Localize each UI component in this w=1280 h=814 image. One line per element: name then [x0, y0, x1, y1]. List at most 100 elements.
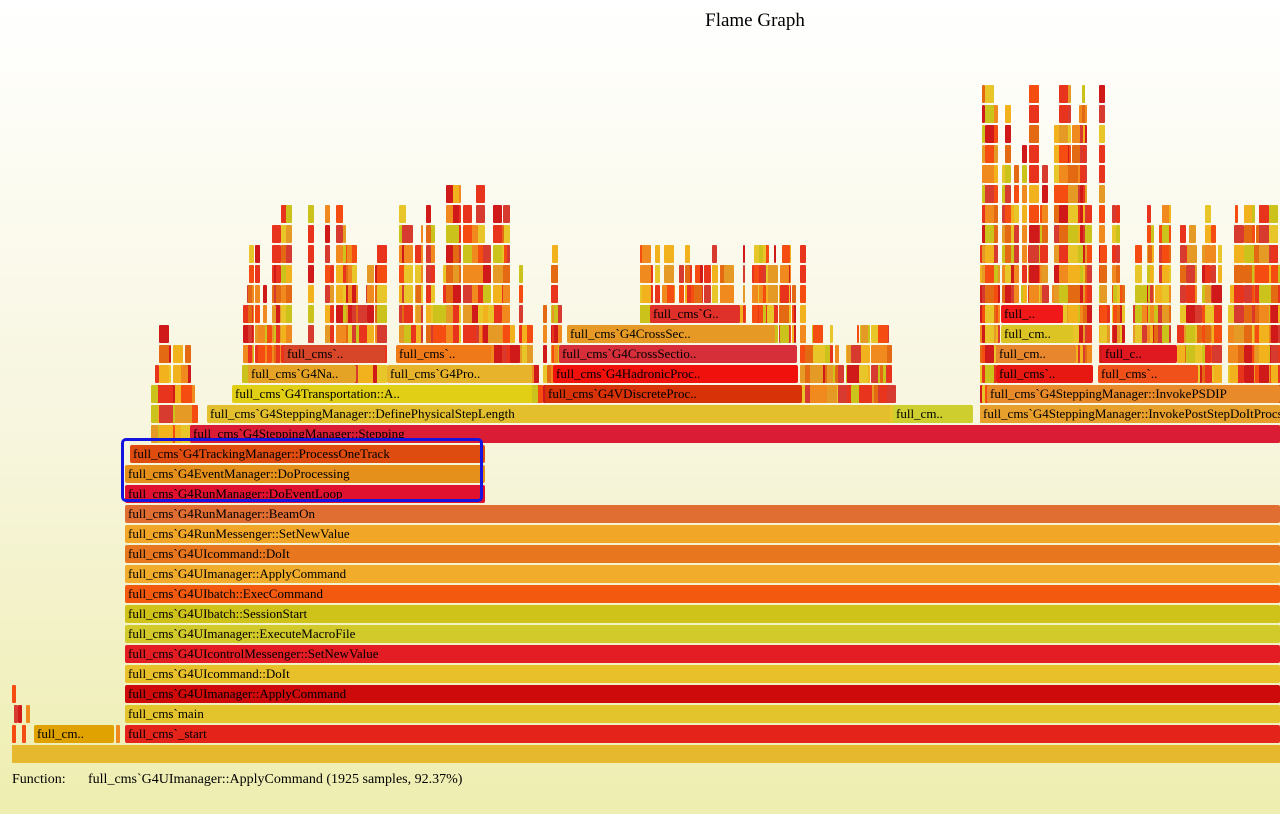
flame-frame[interactable]: full_cms`G4RunManager::DoEventLoop: [125, 485, 485, 503]
flame-sliver: [1042, 165, 1049, 183]
flame-sliver: [1116, 325, 1121, 343]
flame-frame[interactable]: full_cms`G4UIbatch::SessionStart: [125, 605, 1280, 623]
flame-sliver: [552, 245, 558, 263]
flame-sliver: [502, 265, 510, 283]
flame-sliver: [367, 265, 375, 283]
flame-graph[interactable]: full_cm.. full_cms`_start full_cms`main ful…: [0, 0, 1280, 770]
flame-frame[interactable]: full_cms`G4UIbatch::ExecCommand: [125, 585, 1280, 603]
flame-sliver: [758, 245, 763, 263]
flame-sliver: [981, 105, 985, 123]
flame-sliver: [1243, 205, 1252, 223]
flame-sliver: [376, 245, 387, 263]
flame-sliver: [1243, 305, 1252, 323]
flame-sliver: [1085, 265, 1092, 283]
flame-frame[interactable]: full_cms`G4CrossSectio..: [559, 345, 797, 363]
flame-sliver: [761, 265, 766, 283]
flame-frame[interactable]: full_cms`G4UIcommand::DoIt: [125, 545, 1280, 563]
flame-frame[interactable]: full_c..: [1102, 345, 1177, 363]
flame-frame[interactable]: full_cms`..: [1098, 365, 1198, 383]
flame-frame[interactable]: full_cms`G4UIcontrolMessenger::SetNewVal…: [125, 645, 1280, 663]
flame-frame[interactable]: full_cms`_start: [125, 725, 1280, 743]
flame-frame[interactable]: full_cms`G4Na..: [248, 365, 356, 383]
flame-sliver: [1270, 305, 1278, 323]
flame-sliver: [1270, 245, 1278, 263]
flame-sliver: [1059, 125, 1069, 143]
flame-frame[interactable]: full_cms`G4RunManager::BeamOn: [125, 505, 1280, 523]
flame-sliver: [257, 345, 265, 363]
flame-sliver: [1100, 285, 1108, 303]
flame-sliver: [1068, 325, 1078, 343]
flame-frame[interactable]: full_cms`G4UImanager::ApplyCommand: [125, 565, 1280, 583]
flame-sliver: [325, 225, 331, 243]
flame-sliver: [984, 185, 994, 203]
flame-sliver: [308, 245, 315, 263]
flame-sliver: [426, 325, 432, 343]
flame-sliver: [1278, 265, 1280, 283]
flame-sliver: [414, 265, 423, 283]
flame-frame[interactable]: full_cm..: [1001, 325, 1073, 343]
flame-sliver: [502, 205, 510, 223]
flame-sliver: [991, 225, 998, 243]
flame-sliver: [879, 385, 887, 403]
flame-frame[interactable]: full_cms`G4Pro..: [387, 365, 532, 383]
flame-sliver: [1270, 285, 1278, 303]
flame-frame[interactable]: full_cms`main: [125, 705, 1280, 723]
flame-sliver: [711, 285, 718, 303]
flame-sliver: [1151, 305, 1156, 323]
flame-sliver: [346, 325, 352, 343]
flame-sliver: [1067, 105, 1071, 123]
flame-sliver: [159, 405, 174, 423]
flame-frame[interactable]: full_cm..: [996, 345, 1076, 363]
flame-sliver: [850, 365, 861, 383]
flame-sliver: [462, 205, 472, 223]
flame-frame[interactable]: full_cms`G..: [650, 305, 740, 323]
flame-sliver: [432, 305, 443, 323]
flame-sliver: [420, 245, 423, 263]
flame-frame[interactable]: full_cms`G4SteppingManager::DefinePhysic…: [207, 405, 890, 423]
flame-frame[interactable]: full_cms`G4EventManager::DoProcessing: [125, 465, 485, 483]
flame-frame[interactable]: full_cm..: [34, 725, 114, 743]
flame-sliver: [500, 265, 504, 283]
flame-sliver: [1116, 285, 1121, 303]
flame-frame[interactable]: full_cms`G4UImanager::ExecuteMacroFile: [125, 625, 1280, 643]
flame-sliver: [879, 365, 883, 383]
flame-frame[interactable]: full_cms`G4RunMessenger::SetNewValue: [125, 525, 1280, 543]
flame-sliver: [1162, 265, 1171, 283]
flame-frame[interactable]: full_cms`G4SteppingManager::InvokePostSt…: [980, 405, 1280, 423]
flame-frame[interactable]: full_cms`G4VDiscreteProc..: [545, 385, 802, 403]
flame-sliver: [342, 325, 346, 343]
flame-sliver: [1179, 245, 1186, 263]
flame-sliver: [420, 225, 423, 243]
flame-frame[interactable]: full_..: [1001, 305, 1063, 323]
flame-sliver: [838, 385, 848, 403]
flame-frame[interactable]: full_cms`G4UImanager::ApplyCommand: [125, 685, 1280, 703]
flame-sliver: [1147, 245, 1152, 263]
flame-frame[interactable]: full_cm..: [893, 405, 973, 423]
flame-sliver: [551, 325, 554, 343]
flame-sliver: [1021, 145, 1027, 163]
flame-frame[interactable]: full_cms`G4HadronicProc..: [553, 365, 798, 383]
flame-sliver: [526, 325, 534, 343]
flame-sliver: [719, 265, 727, 283]
flame-sliver: [180, 425, 192, 443]
flame-frame[interactable]: full_cms`G4UIcommand::DoIt: [125, 665, 1280, 683]
flame-sliver: [492, 325, 502, 343]
flame-frame[interactable]: full_cms`G4TrackingManager::ProcessOneTr…: [130, 445, 485, 463]
flame-sliver: [1059, 285, 1069, 303]
flame-sliver: [1253, 245, 1259, 263]
flame-frame[interactable]: full_cms`G4SteppingManager::InvokePSDIP: [987, 385, 1280, 403]
flame-frame[interactable]: full_cms`..: [284, 345, 385, 363]
flame-frame[interactable]: full_cms`G4Transportation::A..: [232, 385, 532, 403]
flame-sliver: [172, 365, 183, 383]
flame-frame[interactable]: full_cms`..: [996, 365, 1093, 383]
flame-sliver: [275, 345, 281, 363]
flame-frame[interactable]: full_cms`..: [396, 345, 491, 363]
flame-sliver: [492, 345, 502, 363]
flame-sliver: [1080, 205, 1084, 223]
flame-sliver: [1085, 205, 1092, 223]
flame-sliver: [1188, 225, 1196, 243]
flame-sliver: [984, 225, 994, 243]
flame-sliver: [1205, 345, 1212, 363]
flame-frame[interactable]: full_cms`G4CrossSec..: [567, 325, 775, 343]
flame-root-frame[interactable]: [12, 745, 1280, 763]
